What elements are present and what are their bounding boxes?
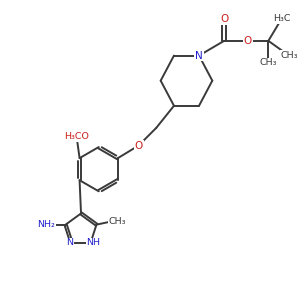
Text: O: O <box>134 141 143 151</box>
Text: O: O <box>220 14 228 24</box>
Text: NH: NH <box>86 238 100 247</box>
Text: CH₃: CH₃ <box>280 51 298 60</box>
Text: O: O <box>244 36 252 46</box>
Text: H₃C: H₃C <box>273 14 290 23</box>
Text: H₃CO: H₃CO <box>64 132 89 141</box>
Text: CH₃: CH₃ <box>109 217 127 226</box>
Text: N: N <box>195 51 203 61</box>
Text: CH₃: CH₃ <box>260 58 277 68</box>
Text: N: N <box>67 238 73 247</box>
Text: NH₂: NH₂ <box>38 220 56 229</box>
